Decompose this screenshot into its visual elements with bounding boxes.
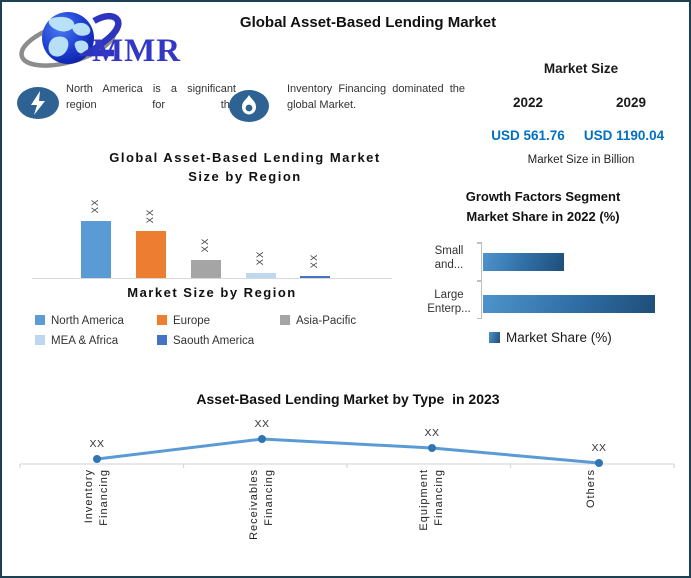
growth-chart: [477, 242, 657, 319]
type-data-label: XX: [591, 442, 607, 454]
legend-swatch: [35, 335, 45, 345]
growth-chart-title-line1: Growth Factors Segment: [465, 189, 621, 204]
type-chart-marker: [258, 435, 266, 443]
legend-label: North America: [51, 315, 124, 327]
growth-category-label: Large Enterp...: [422, 289, 476, 316]
growth-category-label: Small and...: [422, 245, 476, 272]
region-chart-title: Global Asset-Based Lending Market Size b…: [62, 148, 428, 186]
axis-tick: [477, 242, 482, 244]
logo-wordmark: MMR: [92, 33, 182, 69]
market-size-value-start: USD 561.76: [491, 128, 565, 143]
axis-tick: [477, 280, 482, 282]
region-bar-data-label: XX: [200, 237, 211, 253]
type-category-line: Receivables: [248, 469, 260, 540]
market-size-value-end: USD 1190.04: [583, 128, 665, 143]
region-bar-data-label: XX: [145, 208, 156, 224]
growth-category-line: Small: [434, 245, 464, 257]
region-bar-asia-pacific: [191, 260, 221, 278]
growth-chart-title: Growth Factors Segment Market Share in 2…: [427, 187, 659, 227]
region-bar-europe: [136, 231, 166, 278]
mmr-logo: MMR: [16, 7, 188, 73]
type-chart-marker: [93, 455, 101, 463]
type-category-line: Financing: [98, 469, 110, 526]
market-share-legend-swatch: [489, 332, 500, 343]
legend-swatch: [157, 335, 167, 345]
region-chart-title-line1: Global Asset-Based Lending Market: [109, 150, 381, 165]
type-category-label: Equipment Financing: [417, 469, 447, 559]
legend-swatch: [280, 315, 290, 325]
region-chart-title-line2: Size by Region: [188, 169, 302, 184]
legend-item-saouth-america: Saouth America: [157, 331, 280, 351]
type-chart: [19, 435, 675, 468]
region-bar-data-label: XX: [309, 253, 320, 269]
legend-item-europe: Europe: [157, 311, 280, 331]
legend-item-north-america: North America: [35, 311, 157, 331]
growth-bar-large-enterprises: [483, 295, 655, 313]
type-chart-line: [95, 437, 601, 465]
region-bar-data-label: XX: [255, 250, 266, 266]
legend-swatch: [35, 315, 45, 325]
growth-category-line: Enterp...: [427, 302, 471, 315]
region-bar-north-america: [81, 221, 111, 278]
region-chart-xlabel: Market Size by Region: [127, 285, 297, 300]
growth-chart-legend: Market Share (%): [489, 330, 612, 346]
legend-label: MEA & Africa: [51, 335, 119, 347]
globe-icon: [19, 12, 122, 68]
growth-bar-small-enterprises: [483, 253, 564, 271]
type-chart-marker: [595, 459, 603, 467]
type-data-label: XX: [424, 427, 440, 439]
legend-item-mea-africa: MEA & Africa: [35, 331, 157, 351]
type-category-line: Others: [585, 469, 597, 509]
type-category-line: Equipment: [418, 469, 430, 531]
callout-inventory-financing: Inventory Financing dominated the global…: [287, 83, 465, 111]
legend-item-asia-pacific: Asia-Pacific: [280, 311, 405, 331]
legend-swatch: [157, 315, 167, 325]
callout-north-america: North America is a significant region fo…: [66, 83, 236, 111]
flame-icon: [229, 90, 269, 122]
market-share-legend-label: Market Share (%): [506, 330, 612, 345]
market-size-unit-note: Market Size in Billion: [527, 154, 635, 166]
region-bar-mea-africa: [246, 273, 276, 278]
lightning-icon: [17, 87, 59, 119]
region-bar-data-label: XX: [90, 198, 101, 214]
type-data-label: XX: [254, 418, 270, 430]
region-bar-saouth-america: [300, 276, 330, 278]
type-category-line: Financing: [433, 469, 445, 526]
type-category-label: Inventory Financing: [82, 469, 112, 559]
type-chart-title: Asset-Based Lending Market by Type in 20…: [196, 391, 500, 407]
legend-label: Saouth America: [173, 335, 255, 347]
legend-label: Asia-Pacific: [296, 315, 357, 327]
market-size-year-end: 2029: [615, 95, 647, 110]
type-category-label: Others: [584, 469, 614, 559]
growth-category-line: and...: [434, 258, 464, 271]
growth-category-line: Large: [434, 289, 464, 301]
page-title: Global Asset-Based Lending Market: [239, 14, 497, 31]
type-category-line: Inventory: [83, 469, 95, 524]
growth-chart-title-line2: Market Share in 2022 (%): [466, 209, 620, 224]
axis-tick: [477, 317, 482, 319]
market-size-year-start: 2022: [512, 95, 544, 110]
type-category-label: Receivables Financing: [247, 469, 277, 559]
market-size-heading: Market Size: [543, 61, 619, 76]
region-chart: XX XX XX XX XX: [32, 199, 392, 279]
region-chart-legend: North America Europe Asia-Pacific MEA & Afr…: [35, 311, 405, 351]
legend-label: Europe: [173, 315, 211, 327]
type-chart-marker: [428, 444, 436, 452]
type-category-line: Financing: [263, 469, 275, 526]
type-data-label: XX: [89, 438, 105, 450]
